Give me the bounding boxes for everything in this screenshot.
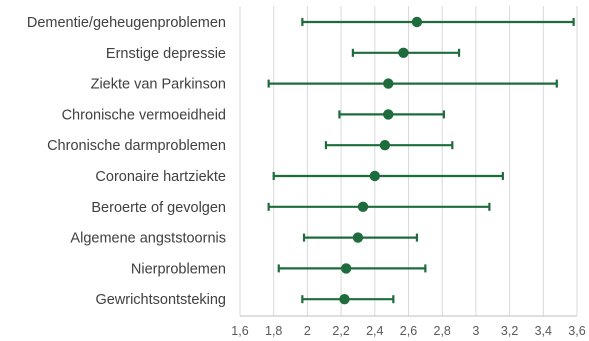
category-label: Gewrichtsontsteking xyxy=(95,292,226,308)
x-tick-label: 1,6 xyxy=(231,324,248,338)
x-tick-label: 2,6 xyxy=(400,324,417,338)
data-point xyxy=(383,78,394,89)
category-label: Chronische vermoeidheid xyxy=(62,107,226,123)
category-label: Coronaire hartziekte xyxy=(95,169,226,185)
category-label: Beroerte of gevolgen xyxy=(91,200,226,216)
x-tick-label: 3,4 xyxy=(535,324,552,338)
x-tick-label: 3 xyxy=(472,324,479,338)
x-tick-label: 2,8 xyxy=(434,324,451,338)
data-point xyxy=(352,232,364,243)
data-points xyxy=(339,16,423,305)
category-label: Nierproblemen xyxy=(131,261,226,277)
x-tick-label: 3,2 xyxy=(501,324,518,338)
gridlines xyxy=(239,6,578,316)
error-bars xyxy=(267,18,575,304)
data-point xyxy=(340,263,352,274)
category-label: Ernstige depressie xyxy=(106,46,226,62)
category-label: Ziekte van Parkinson xyxy=(91,77,226,93)
data-point xyxy=(379,140,391,151)
x-tick-label: 2,4 xyxy=(366,324,383,338)
data-point xyxy=(357,201,369,212)
data-point xyxy=(398,47,409,58)
x-tick-label: 2,2 xyxy=(332,324,349,338)
x-tick-label: 2 xyxy=(304,324,311,338)
category-label: Algemene angststoornis xyxy=(70,231,226,247)
data-point xyxy=(411,16,423,28)
category-label: Chronische darmproblemen xyxy=(47,138,226,154)
x-axis: 1,6 1,8 2 2,2 2,4 2,6 2,8 3 3,2 3,4 3,6 xyxy=(231,315,586,338)
data-point xyxy=(383,109,394,120)
category-labels: Dementie/geheugenproblemen Ernstige depre… xyxy=(27,15,226,308)
x-tick-label: 1,8 xyxy=(265,324,282,338)
x-tick-label: 3,6 xyxy=(568,324,585,338)
data-point xyxy=(339,294,350,305)
data-point xyxy=(369,170,380,182)
category-label: Dementie/geheugenproblemen xyxy=(27,15,226,31)
